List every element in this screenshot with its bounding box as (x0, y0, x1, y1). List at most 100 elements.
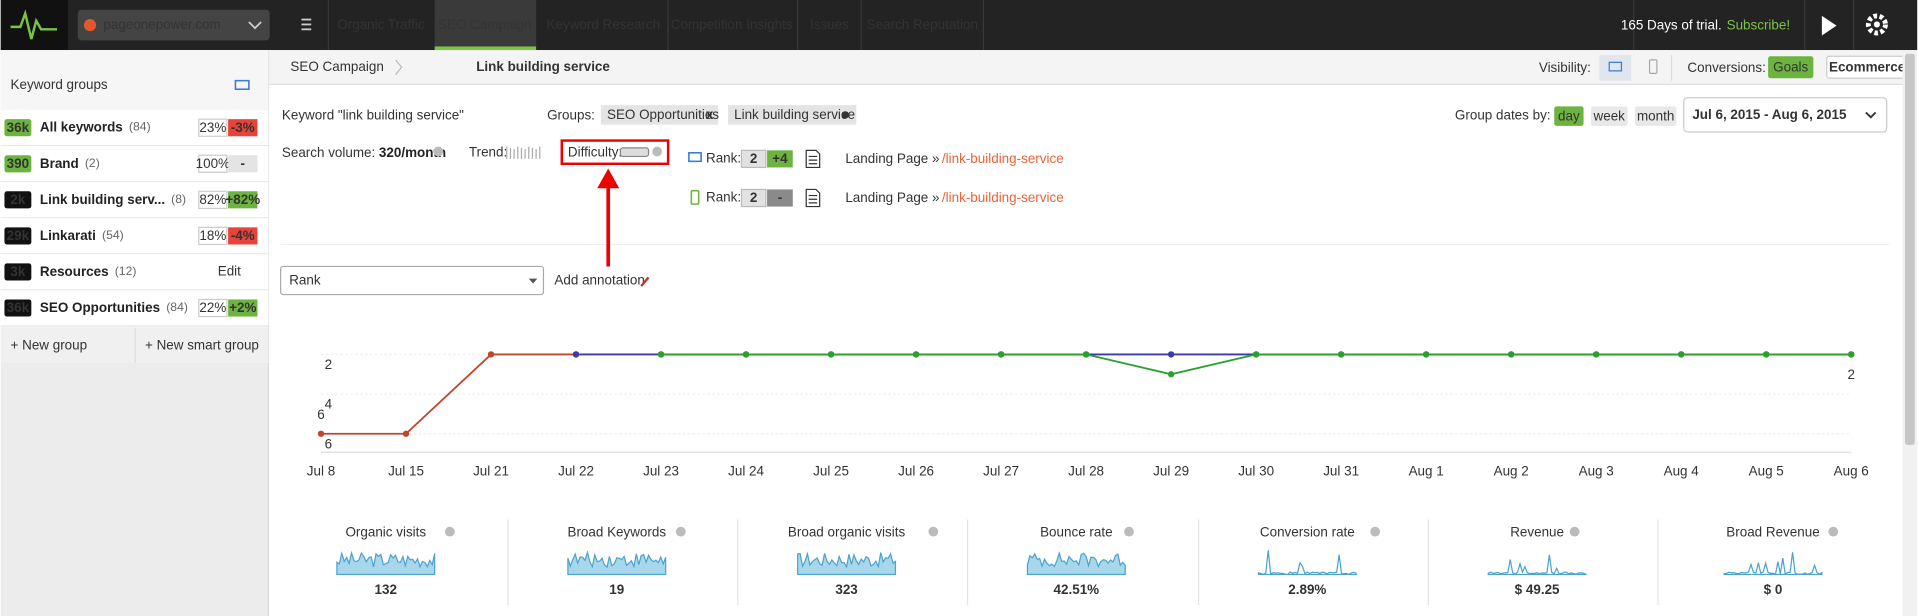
x-tick-label: Jul 31 (1323, 463, 1359, 478)
metric-select-label[interactable]: Rank (289, 273, 321, 288)
group-name: Brand (2) (40, 155, 100, 170)
change-box (228, 227, 258, 245)
group-title[interactable]: Link building serv... (40, 191, 165, 206)
x-tick-label: Jul 25 (813, 463, 849, 478)
site-name[interactable]: pageonepower.com (103, 17, 220, 32)
rank-point (827, 351, 835, 358)
group-title[interactable]: Resources (40, 263, 109, 278)
metric-select[interactable] (280, 265, 545, 296)
metric-sparkline (1487, 554, 1587, 576)
logo (10, 9, 57, 40)
date-grouping-button[interactable] (1634, 106, 1677, 126)
group-badge-label: 2k (10, 192, 25, 207)
group-share: 82% (199, 192, 226, 207)
trend-label: Trend: (469, 144, 507, 159)
group-dates-label: Group dates by: (1455, 108, 1551, 123)
search-volume-value: 320/month (379, 144, 446, 159)
group-name: Linkarati (54) (40, 227, 124, 242)
group-edit[interactable]: Edit (218, 263, 241, 278)
date-grouping-label[interactable]: day (1558, 108, 1580, 123)
landing-page-url[interactable]: /link-building-service (942, 150, 1064, 165)
x-tick-label: Aug 1 (1409, 463, 1444, 478)
play-button[interactable] (1821, 15, 1837, 36)
goals-label[interactable]: Goals (1773, 59, 1808, 74)
trial-text: 165 Days of trial. Subscribe! (1621, 17, 1790, 32)
keyword-title: Keyword "link building service" (282, 108, 464, 123)
group-name: SEO Opportunities (84) (40, 300, 188, 315)
group-count: (2) (85, 156, 100, 170)
group-chip-settings[interactable] (841, 111, 849, 119)
change-box (228, 155, 258, 173)
group-count: (12) (115, 264, 137, 278)
add-annotation[interactable]: Add annotation (554, 273, 644, 288)
group-chip-remove[interactable]: x (706, 107, 714, 122)
group-chip (600, 105, 719, 125)
metric-value: 2.89% (1288, 582, 1326, 597)
group-row[interactable] (0, 254, 269, 290)
date-range[interactable]: Jul 6, 2015 - Aug 6, 2015 (1692, 107, 1847, 122)
y-tick-label: 4 (325, 397, 333, 412)
share-box (198, 298, 228, 318)
date-grouping-button[interactable] (1554, 106, 1584, 126)
group-count: (84) (166, 300, 188, 314)
nav-tab[interactable]: Organic Traffic (337, 17, 424, 32)
x-tick-label: Jul 27 (983, 463, 1019, 478)
rank-box (740, 149, 767, 169)
group-badge (4, 227, 32, 245)
metric-label: Broad Revenue (1726, 524, 1819, 539)
nav-tab[interactable]: Keyword Research (547, 17, 661, 32)
nav-tab[interactable]: Competition Insights (671, 17, 793, 32)
group-title[interactable]: Linkarati (40, 227, 96, 242)
group-badge-label: 390 (7, 156, 29, 171)
nav-tab[interactable]: Issues (810, 17, 849, 32)
group-name: Link building serv... (8) (40, 191, 186, 206)
nav-tab[interactable]: Search Reputation (867, 17, 978, 32)
group-title[interactable]: All keywords (40, 119, 123, 134)
metric-sparkline (567, 550, 667, 576)
document-icon (805, 188, 821, 208)
rank-line (321, 353, 577, 435)
desktop-rank-icon (688, 151, 702, 163)
y-tick-label: 6 (325, 436, 332, 451)
new-group-button[interactable]: + New group (11, 337, 88, 352)
rank-label: Rank: (706, 190, 741, 205)
group-badge (4, 191, 32, 209)
rank-point (1082, 351, 1090, 358)
group-badge (4, 119, 32, 137)
group-count: (84) (129, 120, 151, 134)
info-icon (1569, 526, 1580, 537)
rank-point (1507, 351, 1515, 358)
scrollbar-thumb[interactable] (1905, 53, 1915, 445)
new-smart-group-button[interactable]: + New smart group (145, 337, 259, 352)
date-range-picker[interactable] (1683, 97, 1888, 133)
settings-gear[interactable] (1865, 13, 1888, 36)
breadcrumb-item[interactable]: SEO Campaign (290, 59, 383, 74)
group-title[interactable]: Brand (40, 155, 79, 170)
rank-change-box (767, 189, 793, 207)
desktop-toggle[interactable] (1599, 55, 1632, 81)
y-tick-label: 2 (325, 357, 332, 372)
goals-button[interactable] (1768, 56, 1814, 79)
x-tick-label: Jul 24 (728, 463, 764, 478)
date-grouping-label[interactable]: month (1637, 108, 1674, 123)
group-title[interactable]: SEO Opportunities (40, 300, 160, 315)
date-grouping-button[interactable] (1590, 106, 1628, 126)
metric-label: Conversion rate (1260, 524, 1355, 539)
change-box (228, 191, 258, 209)
landing-page-url[interactable]: /link-building-service (942, 190, 1064, 205)
subscribe-link[interactable]: Subscribe! (1727, 17, 1791, 32)
difficulty-label: Difficulty: (568, 144, 622, 159)
ecommerce-label[interactable]: Ecommerce (1829, 59, 1906, 74)
mobile-icon[interactable] (1648, 59, 1658, 74)
nav-tab[interactable]: SEO Campaign (438, 17, 531, 32)
metric-value: 42.51% (1054, 582, 1100, 597)
rank-point (1167, 351, 1175, 358)
mobile-rank-icon (690, 189, 700, 205)
metric-sparkline (1257, 550, 1357, 576)
group-name: All keywords (84) (40, 119, 151, 134)
group-badge (4, 299, 32, 317)
site-dropdown[interactable] (77, 9, 270, 41)
metric-label: Broad Keywords (567, 524, 666, 539)
share-box (198, 226, 228, 246)
date-grouping-label[interactable]: week (1593, 108, 1626, 123)
